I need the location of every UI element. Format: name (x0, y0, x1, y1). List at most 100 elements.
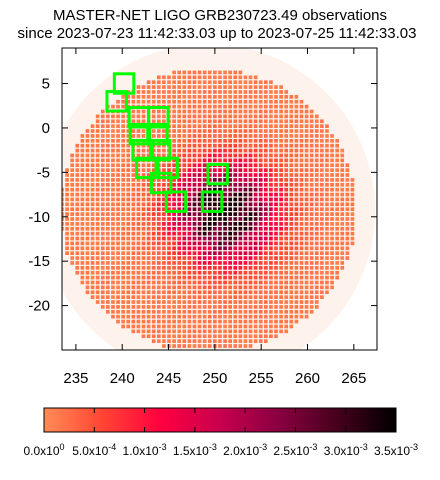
heatmap-cell (274, 119, 278, 124)
heatmap-cell (233, 334, 238, 339)
heatmap-cell (238, 329, 243, 334)
heatmap-cell (228, 178, 232, 182)
heatmap-cell (151, 285, 156, 290)
heatmap-cell (299, 109, 304, 114)
heatmap-cell (207, 226, 212, 231)
heatmap-cell (228, 148, 232, 153)
heatmap-cell (116, 124, 120, 128)
heatmap-cell (294, 305, 299, 309)
x-tick-label: 250 (202, 370, 227, 387)
heatmap-cell (207, 231, 212, 236)
heatmap-cell (263, 95, 268, 99)
heatmap-cell (172, 217, 176, 221)
heatmap-cell (106, 280, 110, 285)
heatmap-cell (136, 95, 141, 99)
heatmap-cell (269, 217, 273, 221)
heatmap-cell (121, 266, 125, 270)
heatmap-cell (325, 202, 329, 207)
heatmap-cell (182, 236, 187, 241)
heatmap-cell (299, 153, 304, 158)
heatmap-cell (223, 280, 227, 285)
heatmap-cell (304, 305, 309, 309)
heatmap-cell (304, 241, 309, 246)
heatmap-cell (182, 280, 187, 285)
heatmap-cell (116, 163, 120, 168)
heatmap-cell (218, 344, 222, 348)
heatmap-cell (70, 173, 75, 177)
heatmap-cell (106, 143, 110, 148)
observed-field (148, 138, 172, 162)
heatmap-cell (182, 70, 187, 75)
heatmap-cell (141, 305, 146, 309)
heatmap-cell (187, 285, 192, 290)
heatmap-cell (192, 300, 197, 304)
heatmap-cell (345, 197, 350, 202)
heatmap-cell (151, 290, 156, 295)
heatmap-cell (182, 314, 187, 319)
heatmap-cell (162, 217, 166, 221)
heatmap-cell (172, 129, 176, 133)
heatmap-cell (90, 173, 95, 177)
heatmap-cell (141, 270, 146, 275)
heatmap-cell (335, 256, 339, 260)
heatmap-cell (202, 202, 207, 207)
heatmap-cell (121, 114, 125, 119)
heatmap-cell (202, 339, 207, 343)
heatmap-cell (106, 158, 110, 163)
heatmap-cell (116, 178, 120, 182)
heatmap-cell (172, 256, 176, 260)
heatmap-cell (213, 275, 217, 280)
heatmap-cell (213, 80, 217, 85)
colorbar-tick-label: 1.5x10-3 (173, 442, 217, 458)
heatmap-cell (187, 324, 192, 329)
heatmap-cell (111, 129, 115, 133)
heatmap-cell (304, 275, 309, 280)
heatmap-cell (172, 134, 176, 138)
heatmap-cell (238, 192, 243, 197)
heatmap-cell (151, 217, 156, 221)
heatmap-cell (218, 143, 222, 148)
heatmap-cell (197, 168, 202, 172)
heatmap-cell (156, 129, 161, 133)
heatmap-cell (141, 207, 146, 212)
heatmap-cell (202, 187, 207, 192)
heatmap-cell (248, 217, 253, 221)
heatmap-cell (223, 124, 227, 128)
heatmap-cell (248, 344, 253, 348)
heatmap-cell (233, 187, 238, 192)
heatmap-cell (80, 241, 85, 246)
heatmap-cell (299, 266, 304, 270)
heatmap-cell (187, 192, 192, 197)
heatmap-cell (197, 290, 202, 295)
heatmap-cell (90, 182, 95, 187)
heatmap-cell (162, 241, 166, 246)
heatmap-cell (187, 270, 192, 275)
heatmap-cell (75, 187, 80, 192)
heatmap-cell (106, 168, 110, 172)
heatmap-cell (95, 241, 100, 246)
heatmap-cell (100, 217, 105, 221)
heatmap-cell (299, 143, 304, 148)
heatmap-cell (202, 324, 207, 329)
heatmap-cell (320, 251, 324, 256)
heatmap-cell (172, 314, 176, 319)
heatmap-cell (116, 261, 120, 265)
heatmap-cell (121, 290, 125, 295)
heatmap-cell (202, 119, 207, 124)
heatmap-cell (279, 182, 283, 187)
heatmap-cell (192, 99, 197, 104)
heatmap-cell (314, 178, 319, 182)
heatmap-cell (325, 226, 329, 231)
heatmap-cell (136, 270, 141, 275)
heatmap-cell (162, 285, 166, 290)
heatmap-cell (80, 163, 85, 168)
heatmap-cell (126, 163, 131, 168)
heatmap-cell (289, 270, 294, 275)
heatmap-cell (218, 70, 222, 75)
heatmap-cell (223, 178, 227, 182)
heatmap-cell (233, 226, 238, 231)
heatmap-cell (95, 295, 100, 299)
heatmap-cell (289, 290, 294, 295)
heatmap-cell (100, 226, 105, 231)
heatmap-cell (100, 138, 105, 143)
